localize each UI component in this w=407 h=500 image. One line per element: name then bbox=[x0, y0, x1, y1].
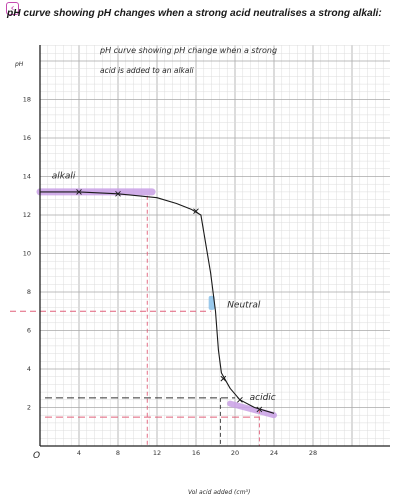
y-tick-label: 12 bbox=[23, 211, 31, 219]
chevron-left-icon[interactable]: ‹ bbox=[6, 2, 19, 15]
annotation-neutral: Neutral bbox=[227, 300, 261, 310]
data-point-marker bbox=[76, 189, 82, 195]
y-tick-label: 8 bbox=[27, 288, 31, 296]
graph-paper-grid bbox=[39, 45, 390, 447]
axes bbox=[39, 45, 390, 447]
x-tick-label: 20 bbox=[231, 449, 239, 457]
x-axis-label: Vol acid added (cm³) bbox=[188, 489, 250, 496]
ph-curve-line bbox=[40, 191, 275, 414]
y-tick-label: 4 bbox=[27, 365, 31, 373]
y-tick-label: 18 bbox=[23, 96, 31, 104]
ph-curve bbox=[40, 189, 275, 414]
data-point-marker bbox=[237, 396, 243, 403]
y-tick-label: 2 bbox=[27, 404, 31, 412]
x-tick-label: 12 bbox=[153, 449, 161, 457]
y-tick-label: 10 bbox=[23, 250, 31, 258]
x-tick-label: 28 bbox=[309, 449, 317, 457]
y-tick-label: 14 bbox=[23, 173, 31, 181]
acid-highlight bbox=[227, 400, 277, 419]
annotation-alkali: alkali bbox=[52, 171, 76, 181]
page-title: pH curve showing pH changes when a stron… bbox=[7, 8, 382, 19]
neutral-highlight bbox=[208, 295, 215, 310]
data-point-marker bbox=[193, 208, 199, 214]
x-tick-label: 16 bbox=[192, 449, 200, 457]
chart-title-line-1: pH curve showing pH change when a strong bbox=[99, 46, 277, 55]
y-tick-label: 16 bbox=[23, 134, 31, 142]
x-tick-label: 24 bbox=[270, 449, 278, 457]
guide-lines bbox=[10, 195, 260, 446]
x-tick-label: 8 bbox=[116, 449, 120, 457]
y-axis-label: pH bbox=[14, 61, 24, 68]
origin-label: O bbox=[33, 451, 40, 461]
data-point-marker bbox=[115, 191, 121, 197]
annotation-acidic: acidic bbox=[250, 393, 276, 403]
y-tick-label: 6 bbox=[27, 327, 31, 335]
annotations: alkali Neutral acidic bbox=[52, 171, 276, 402]
x-tick-label: 4 bbox=[77, 449, 81, 457]
data-point-marker bbox=[256, 406, 263, 413]
data-point-marker bbox=[220, 375, 227, 382]
chart-title-line-2: acid is added to an alkali bbox=[100, 66, 195, 75]
